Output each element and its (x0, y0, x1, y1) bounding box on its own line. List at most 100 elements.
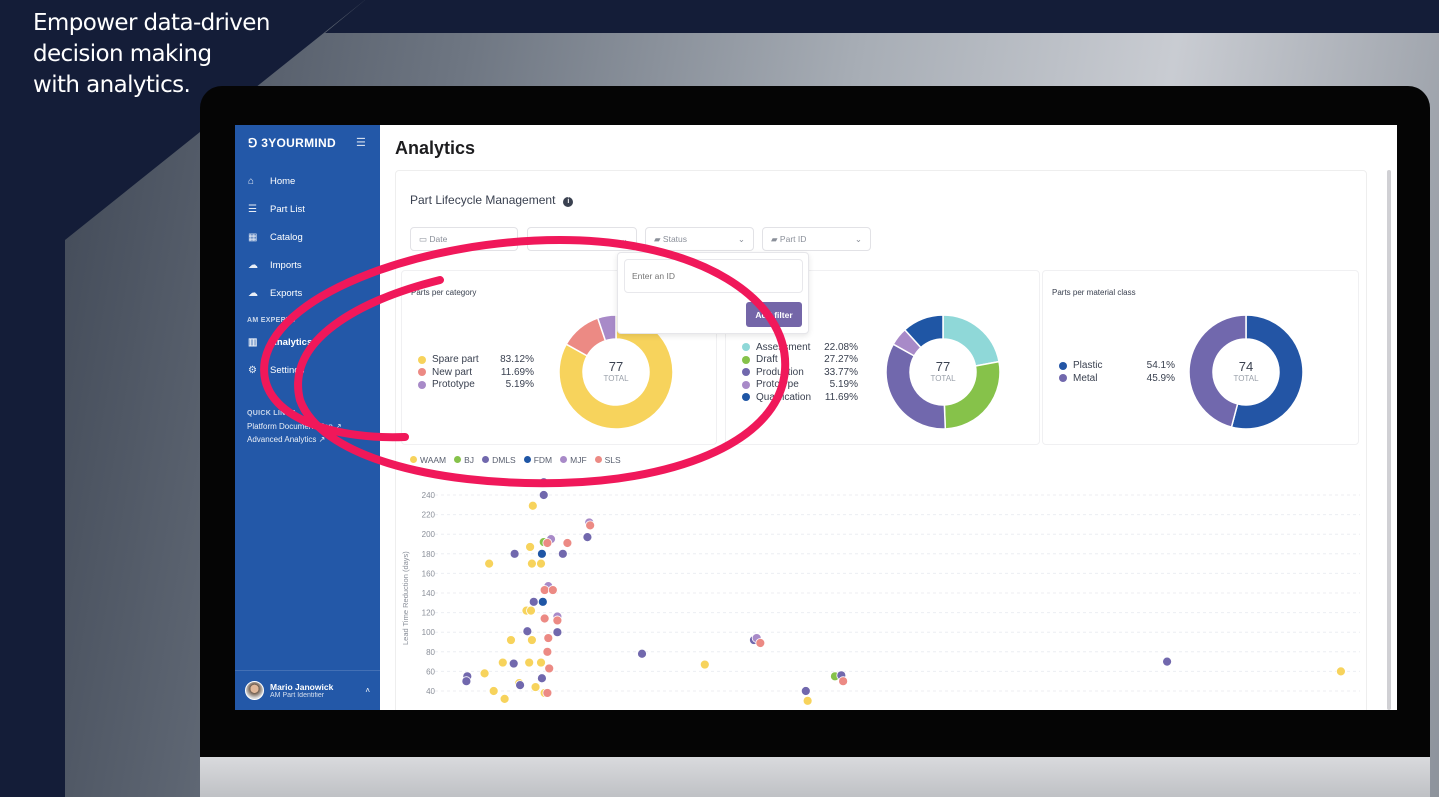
scatter-point[interactable] (699, 659, 710, 670)
scatter-point[interactable] (544, 663, 555, 674)
filter-dropdown[interactable]: ▰ ⌄ (527, 227, 637, 251)
collapse-sidebar-icon[interactable]: ☰ (356, 137, 366, 149)
chevron-down-icon: ⌄ (854, 233, 862, 244)
user-name: Mario Janowick (270, 682, 334, 692)
y-tick-label: 200 (422, 530, 436, 539)
laptop-base (200, 757, 1430, 797)
scatter-point[interactable] (499, 693, 510, 704)
chevron-down-icon: ⌄ (737, 233, 745, 244)
headline-line: decision making (33, 41, 212, 67)
scatter-point[interactable] (637, 648, 647, 659)
info-icon[interactable]: i (563, 197, 574, 207)
scatter-point[interactable] (547, 585, 558, 595)
sidebar-item-label: Home (270, 175, 296, 187)
scatter-point[interactable] (515, 680, 525, 691)
analytics-icon: ▥ (248, 336, 258, 348)
scatter-point[interactable] (562, 538, 573, 548)
filter-label: Part ID (779, 233, 807, 244)
scatter-point[interactable] (506, 635, 516, 645)
scatter-point[interactable] (542, 538, 553, 548)
scatter-point[interactable] (552, 615, 563, 626)
section-title: Part Lifecycle Management i (410, 193, 574, 207)
scatter-point[interactable] (524, 657, 535, 668)
tag-icon: ▰ (536, 233, 543, 244)
donut-slice[interactable] (1188, 314, 1247, 429)
scatter-point[interactable] (542, 646, 553, 657)
catalog-icon: ▦ (248, 231, 258, 243)
sidebar-item[interactable]: ⌂ Home (235, 170, 380, 192)
y-tick-label: 40 (426, 687, 435, 696)
scatter-point[interactable] (479, 668, 490, 679)
scatter-point[interactable] (537, 673, 547, 684)
scatter-point[interactable] (539, 613, 550, 624)
legend-value: 27.27% (824, 354, 858, 365)
donut-total-label: TOTAL (1233, 374, 1259, 383)
scatter-point[interactable] (800, 686, 811, 696)
scatter-point[interactable] (528, 596, 539, 607)
scatter-point[interactable] (552, 627, 563, 638)
scatter-point[interactable] (802, 695, 813, 706)
y-tick-label: 220 (422, 511, 436, 520)
donut-total: 74 (1238, 359, 1254, 374)
scatter-point[interactable] (1162, 656, 1172, 667)
scatter-point[interactable] (525, 542, 535, 552)
logo-text: 3YOURMIND (261, 136, 336, 150)
scatter-point[interactable] (582, 532, 593, 543)
scatter-point[interactable] (538, 490, 549, 500)
scatter-point[interactable] (509, 548, 520, 559)
scatter-point[interactable] (461, 676, 472, 687)
home-icon: ⌂ (248, 175, 255, 187)
page-title: Analytics (395, 138, 476, 158)
filter-dropdown[interactable]: ▭ Date ⌄ (410, 227, 518, 251)
scatter-point[interactable] (527, 558, 537, 569)
scatter-chart: 40 60 80 100 120 140 160 180 200 220 240 (422, 477, 1360, 706)
sidebar-item[interactable]: ☰ Part List (235, 198, 380, 220)
part-id-input[interactable] (624, 259, 803, 293)
logo[interactable]: ⅁ 3YOURMIND (248, 136, 336, 150)
scrollbar[interactable] (1387, 170, 1391, 710)
avatar (245, 681, 264, 700)
scatter-point[interactable] (527, 635, 537, 645)
cloud-download-icon: ☁ (248, 287, 258, 299)
scatter-point[interactable] (530, 682, 541, 692)
scatter-point[interactable] (543, 633, 554, 643)
scatter-point[interactable] (522, 626, 533, 637)
scatter-point[interactable] (542, 688, 553, 698)
filter-label: Status (662, 233, 688, 244)
y-tick-label: 60 (426, 667, 435, 676)
scatter-point[interactable] (557, 548, 568, 559)
scatter-point[interactable] (536, 558, 546, 569)
donut-slice[interactable] (903, 314, 944, 349)
filter-dropdown[interactable]: ▰ Part ID ⌄ (762, 227, 871, 251)
scatter-point[interactable] (537, 548, 547, 559)
scatter-point[interactable] (538, 477, 549, 488)
donut-slice[interactable] (1230, 314, 1304, 430)
scatter-point[interactable] (755, 638, 766, 648)
scatter-point[interactable] (484, 558, 495, 569)
scatter-point[interactable] (838, 676, 849, 687)
chevron-down-icon: ⌄ (501, 233, 509, 244)
scatter-point[interactable] (585, 520, 596, 531)
user-menu[interactable]: Mario Janowick AM Part Identifier ˄ (235, 670, 380, 710)
scatter-point[interactable] (497, 657, 508, 668)
headline: Empower data-driven decision making with… (33, 8, 270, 101)
donut-slice[interactable] (885, 343, 947, 430)
scatter-point[interactable] (526, 605, 536, 616)
legend-item: Metal 45.9% (1059, 372, 1175, 385)
y-tick-label: 160 (422, 569, 436, 578)
legend-value: 54.1% (1146, 360, 1175, 372)
donut-center: 74 TOTAL (1216, 359, 1276, 383)
scatter-point[interactable] (536, 657, 546, 668)
scatter-point[interactable] (488, 686, 499, 696)
scatter-point[interactable] (527, 500, 538, 511)
scatter-point[interactable] (537, 596, 548, 607)
filter-dropdown[interactable]: ▰ Status ⌄ (645, 227, 754, 251)
part-id-popup: Add filter (617, 252, 809, 334)
scatter-point[interactable] (1336, 666, 1346, 677)
scatter-point[interactable] (508, 658, 519, 669)
add-filter-button[interactable]: Add filter (746, 302, 802, 327)
donut-center: 77 TOTAL (913, 359, 973, 383)
gear-icon: ⚙ (248, 364, 257, 376)
scatter-point[interactable] (539, 585, 550, 595)
tag-icon: ▰ (771, 233, 778, 244)
